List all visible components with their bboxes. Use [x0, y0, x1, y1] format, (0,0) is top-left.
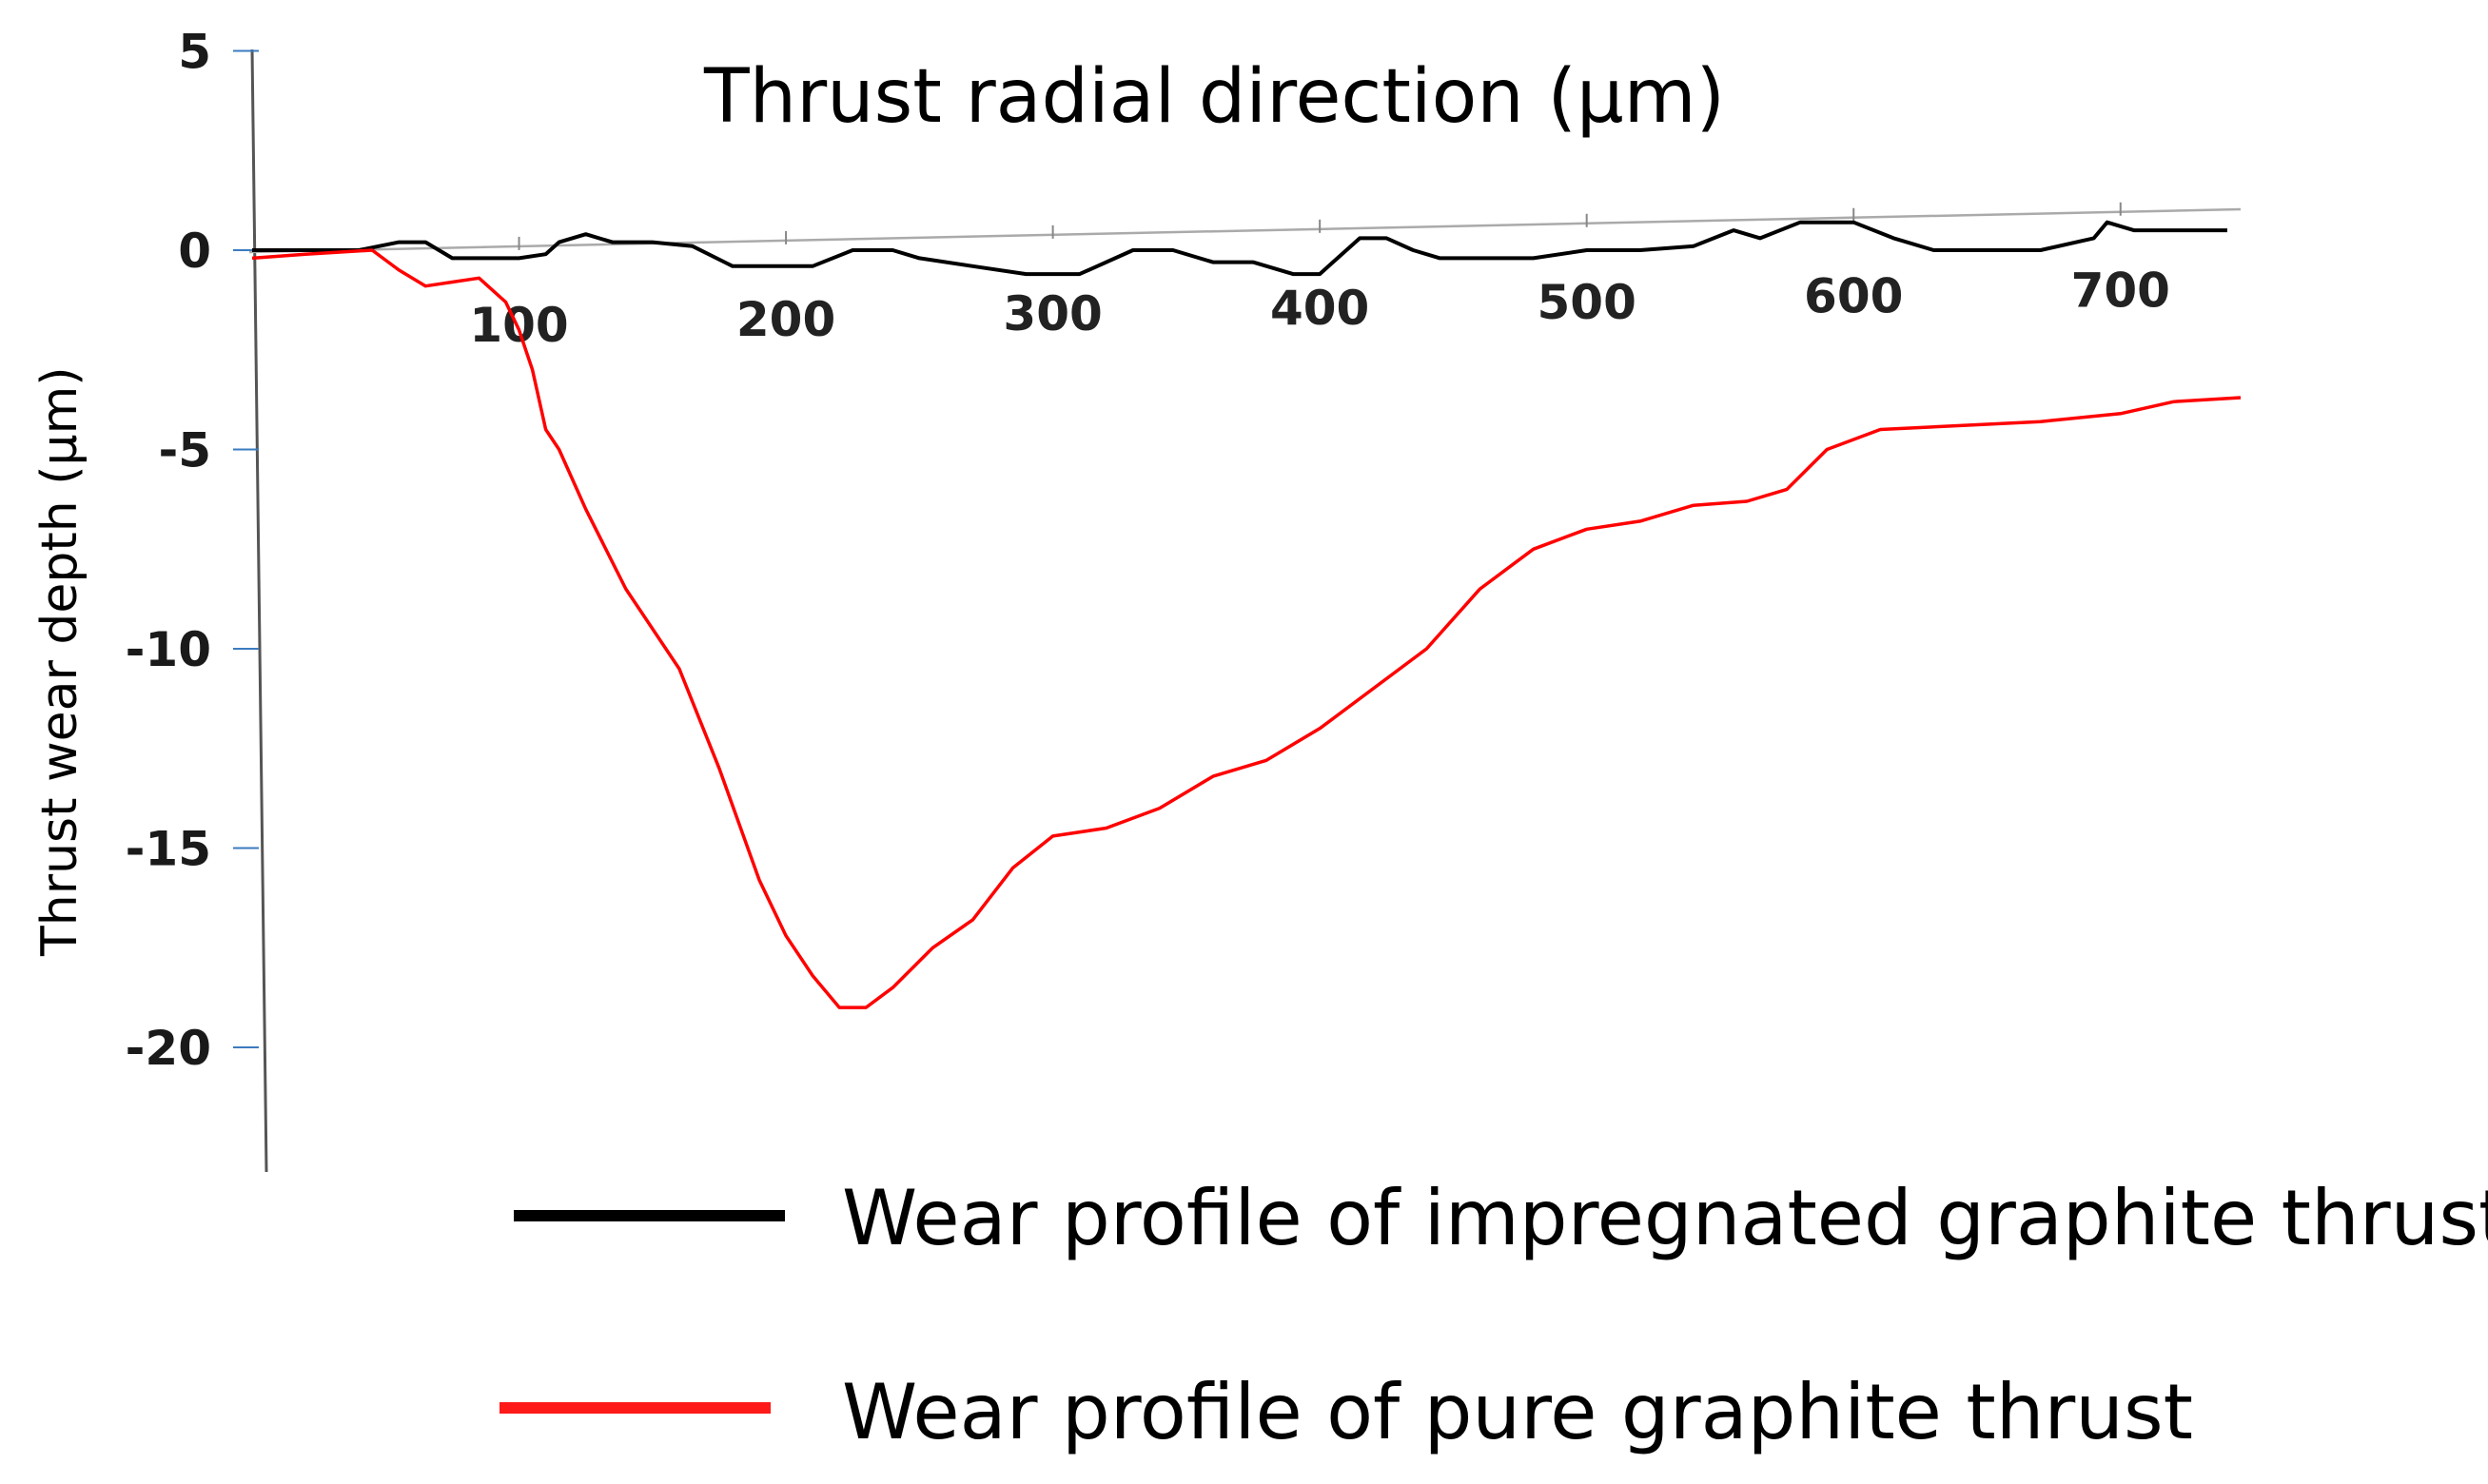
series-line-pure [251, 248, 2242, 1009]
legend-label-impregnated: Wear profile of impregnated graphite thr… [842, 1174, 2488, 1262]
x-tick-label: 500 [1537, 275, 1636, 330]
x-tick-label: 300 [1003, 286, 1102, 342]
y-tick-label: -10 [126, 622, 211, 677]
x-tick-label: 700 [2071, 264, 2170, 319]
x-tick-label: 400 [1270, 281, 1369, 336]
legend-label-pure: Wear profile of pure graphite thrust [842, 1368, 2193, 1456]
x-tick-label: 600 [1804, 269, 1903, 324]
y-tick-label: 5 [178, 25, 211, 80]
y-tick-label: 0 [178, 224, 211, 279]
x-tick-label: 100 [469, 298, 568, 353]
x-axis-line [248, 207, 2242, 254]
series-line-impregnated [252, 220, 2227, 277]
y-ticks: 5 0 -5 -10 -15 -20 [126, 25, 259, 1076]
y-tick-label: -20 [126, 1021, 211, 1076]
y-axis-label: Thrust wear depth (μm) [31, 366, 88, 957]
y-tick-label: -15 [126, 822, 211, 877]
x-ticks: 100 200 300 400 500 600 700 [469, 202, 2170, 353]
x-axis-label: Thrust radial direction (μm) [703, 54, 1725, 140]
legend: Wear profile of impregnated graphite thr… [500, 1174, 2488, 1456]
series-group [251, 220, 2242, 1009]
y-tick-label: -5 [158, 423, 211, 478]
y-axis-line [250, 49, 268, 1173]
x-tick-label: 200 [736, 292, 835, 347]
